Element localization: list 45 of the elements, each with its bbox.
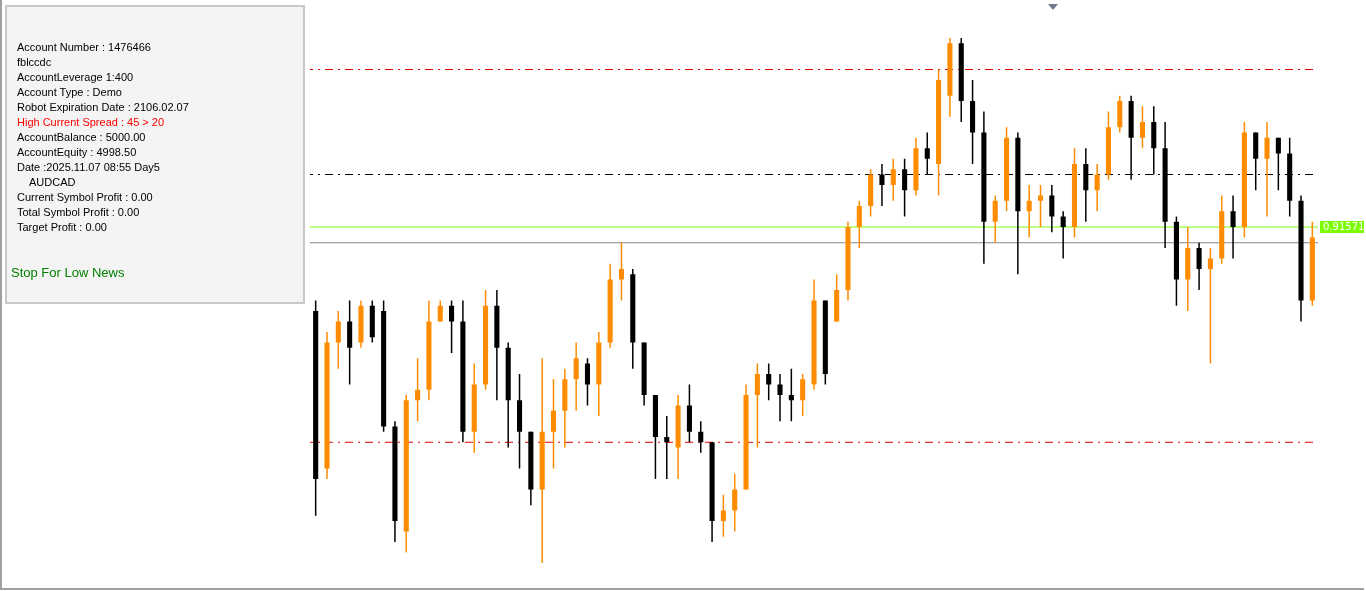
candlestick bbox=[335, 310, 341, 370]
candlestick bbox=[800, 373, 806, 417]
text: Account Type : Demo bbox=[17, 86, 122, 98]
candlestick bbox=[720, 494, 726, 538]
text: 0.91571 bbox=[1323, 220, 1365, 232]
candlestick bbox=[1060, 210, 1066, 260]
candlestick bbox=[584, 357, 591, 407]
text: Stop For Low News bbox=[11, 265, 125, 280]
candlestick bbox=[573, 341, 579, 412]
text: Current Symbol Profit : 0.00 bbox=[17, 191, 153, 203]
candlestick bbox=[766, 362, 772, 401]
candlestick bbox=[415, 357, 421, 422]
text: AccountEquity : 4998.50 bbox=[17, 146, 137, 158]
candlestick bbox=[1037, 184, 1044, 228]
candlestick bbox=[449, 299, 455, 354]
candlestick bbox=[1139, 105, 1145, 149]
candlestick bbox=[754, 362, 760, 449]
text: Target Profit : 0.00 bbox=[17, 221, 107, 233]
text: AUDCAD bbox=[29, 176, 76, 188]
candlestick bbox=[732, 473, 738, 533]
text: Account Number : 1476466 bbox=[17, 41, 151, 53]
candlestick bbox=[856, 200, 862, 249]
candlestick bbox=[1264, 121, 1270, 218]
candlestick bbox=[1230, 194, 1236, 260]
text: Total Symbol Profit : 0.00 bbox=[17, 206, 140, 218]
candlestick bbox=[618, 242, 625, 302]
text: AccountLeverage 1:400 bbox=[17, 71, 134, 83]
text: Date :2025.11.07 08:55 Day5 bbox=[17, 161, 160, 173]
candlestick bbox=[698, 420, 704, 454]
text: AccountBalance : 5000.00 bbox=[17, 131, 146, 143]
candlestick bbox=[992, 194, 998, 244]
candlestick bbox=[788, 368, 794, 422]
candlestick bbox=[664, 415, 670, 480]
candlestick bbox=[1049, 184, 1055, 233]
candlestick bbox=[1207, 247, 1213, 365]
candlestick bbox=[1026, 184, 1032, 239]
candlestick bbox=[890, 158, 896, 202]
candlestick bbox=[777, 373, 783, 422]
text: fblccdc bbox=[17, 56, 52, 68]
candlestick bbox=[1196, 242, 1202, 291]
candlestick bbox=[437, 299, 443, 323]
text: High Current Spread : 45 > 20 bbox=[17, 116, 165, 128]
candlestick bbox=[1094, 163, 1100, 212]
text: Robot Expiration Date : 2106.02.07 bbox=[17, 101, 189, 113]
candlestick bbox=[550, 378, 557, 470]
